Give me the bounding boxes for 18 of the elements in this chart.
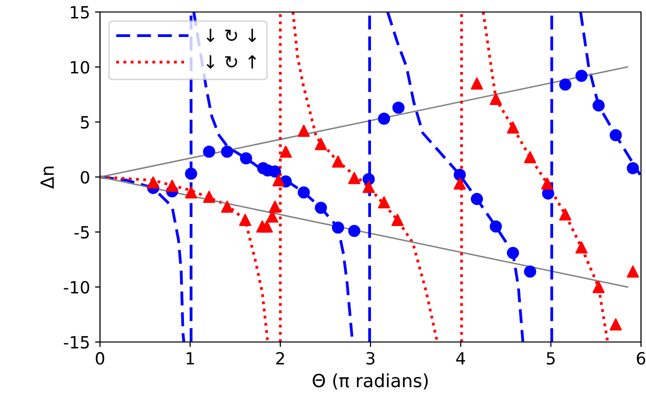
x-tick-label: 6: [636, 352, 646, 365]
y-tick-label: 5: [80, 116, 89, 129]
y-tick-label: -10: [64, 280, 90, 294]
x-axis-title: Θ (π radians): [312, 373, 428, 390]
y-tick-label: 10: [70, 60, 90, 74]
legend-label: ↓ ↻ ↓: [206, 28, 256, 42]
x-tick-label: 1: [186, 352, 194, 364]
x-tick-label: 2: [276, 352, 284, 364]
y-axis-title: Δn: [40, 166, 54, 189]
x-tick-label: 0: [96, 352, 104, 365]
x-tick-label: 5: [546, 352, 555, 365]
y-tick-label: -15: [64, 336, 89, 349]
y-tick-label: -5: [74, 226, 89, 239]
y-tick-label: 15: [70, 6, 89, 19]
x-tick-label: 4: [456, 352, 466, 364]
legend-label: ↓ ↻ ↑: [206, 55, 256, 69]
y-tick-label: 0: [80, 170, 90, 184]
x-tick-label: 3: [366, 352, 374, 365]
